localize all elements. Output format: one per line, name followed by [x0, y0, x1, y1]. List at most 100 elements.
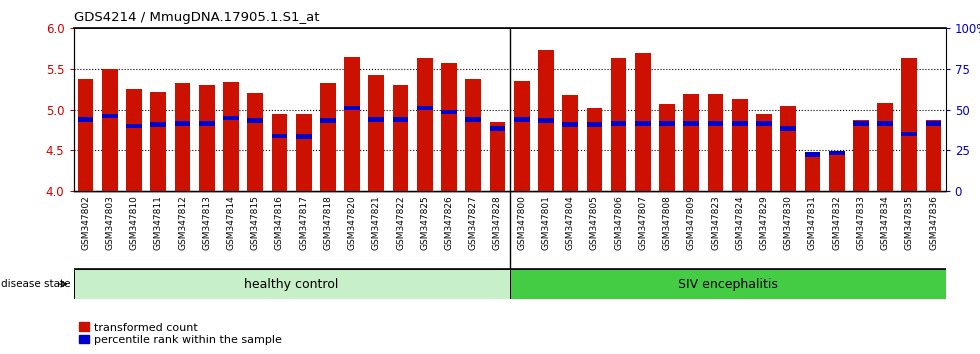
Text: GSM347812: GSM347812: [178, 195, 187, 250]
Bar: [805, 154, 820, 191]
Bar: [102, 114, 118, 119]
Text: GSM347800: GSM347800: [517, 195, 526, 250]
Bar: [757, 114, 772, 191]
Bar: [441, 110, 457, 114]
Bar: [708, 121, 723, 126]
Text: disease state: disease state: [1, 279, 71, 289]
Bar: [563, 95, 578, 191]
Bar: [320, 83, 336, 191]
Text: GSM347835: GSM347835: [905, 195, 914, 250]
Bar: [126, 89, 142, 191]
Bar: [296, 114, 312, 191]
Bar: [271, 114, 287, 191]
Text: GSM347804: GSM347804: [565, 195, 574, 250]
Text: GSM347818: GSM347818: [323, 195, 332, 250]
Text: GSM347834: GSM347834: [881, 195, 890, 250]
Text: GSM347807: GSM347807: [638, 195, 648, 250]
Bar: [416, 58, 433, 191]
Bar: [926, 121, 942, 126]
Text: GSM347815: GSM347815: [251, 195, 260, 250]
Bar: [708, 94, 723, 191]
Bar: [77, 117, 93, 122]
Text: GSM347805: GSM347805: [590, 195, 599, 250]
Bar: [174, 121, 190, 126]
Bar: [510, 269, 946, 299]
Bar: [660, 104, 675, 191]
Bar: [635, 121, 651, 126]
Text: GSM347821: GSM347821: [371, 195, 381, 250]
Text: GSM347827: GSM347827: [468, 195, 478, 250]
Bar: [732, 99, 748, 191]
Text: GSM347808: GSM347808: [662, 195, 671, 250]
Bar: [757, 121, 772, 126]
Text: GSM347820: GSM347820: [348, 195, 357, 250]
Text: GSM347803: GSM347803: [105, 195, 115, 250]
Bar: [441, 63, 457, 191]
Bar: [344, 57, 360, 191]
Bar: [102, 69, 118, 191]
Bar: [466, 79, 481, 191]
Bar: [611, 58, 626, 191]
Bar: [902, 58, 917, 191]
Text: GSM347828: GSM347828: [493, 195, 502, 250]
Text: healthy control: healthy control: [244, 278, 339, 291]
Bar: [514, 81, 529, 191]
Bar: [829, 154, 845, 191]
Bar: [490, 122, 506, 191]
Bar: [683, 94, 699, 191]
Bar: [199, 85, 215, 191]
Text: GSM347801: GSM347801: [541, 195, 551, 250]
Text: GSM347816: GSM347816: [275, 195, 284, 250]
Bar: [199, 121, 215, 126]
Text: GSM347823: GSM347823: [711, 195, 720, 250]
Bar: [126, 124, 142, 128]
Bar: [660, 121, 675, 126]
Text: GSM347833: GSM347833: [857, 195, 865, 250]
Bar: [586, 122, 603, 127]
Bar: [247, 93, 263, 191]
Bar: [416, 106, 433, 110]
Bar: [586, 108, 603, 191]
Text: SIV encephalitis: SIV encephalitis: [678, 278, 777, 291]
Text: GSM347814: GSM347814: [226, 195, 235, 250]
Text: GSM347831: GSM347831: [808, 195, 817, 250]
Bar: [902, 132, 917, 136]
Bar: [877, 121, 893, 126]
Bar: [805, 152, 820, 157]
Bar: [368, 117, 384, 122]
Text: GSM347817: GSM347817: [299, 195, 308, 250]
Text: GSM347806: GSM347806: [614, 195, 623, 250]
Text: GSM347810: GSM347810: [129, 195, 138, 250]
Text: GSM347802: GSM347802: [81, 195, 90, 250]
Bar: [829, 151, 845, 155]
Bar: [223, 116, 239, 120]
Bar: [635, 53, 651, 191]
Bar: [320, 118, 336, 122]
Bar: [368, 75, 384, 191]
Bar: [490, 126, 506, 131]
Legend: transformed count, percentile rank within the sample: transformed count, percentile rank withi…: [79, 322, 281, 345]
Text: GSM347824: GSM347824: [735, 195, 744, 250]
Text: GSM347822: GSM347822: [396, 195, 405, 250]
Bar: [683, 121, 699, 126]
Text: GSM347832: GSM347832: [832, 195, 841, 250]
Text: GSM347813: GSM347813: [202, 195, 212, 250]
Bar: [466, 117, 481, 122]
Bar: [393, 117, 409, 122]
Bar: [877, 103, 893, 191]
Bar: [77, 79, 93, 191]
Bar: [296, 135, 312, 139]
Bar: [174, 83, 190, 191]
Bar: [780, 105, 796, 191]
Bar: [563, 122, 578, 127]
Bar: [853, 121, 869, 126]
Bar: [247, 118, 263, 122]
Text: GSM347809: GSM347809: [687, 195, 696, 250]
Text: GDS4214 / MmugDNA.17905.1.S1_at: GDS4214 / MmugDNA.17905.1.S1_at: [74, 11, 319, 24]
Text: GSM347811: GSM347811: [154, 195, 163, 250]
Bar: [393, 85, 409, 191]
Text: GSM347825: GSM347825: [420, 195, 429, 250]
Bar: [344, 106, 360, 110]
Bar: [223, 82, 239, 191]
Bar: [732, 121, 748, 126]
